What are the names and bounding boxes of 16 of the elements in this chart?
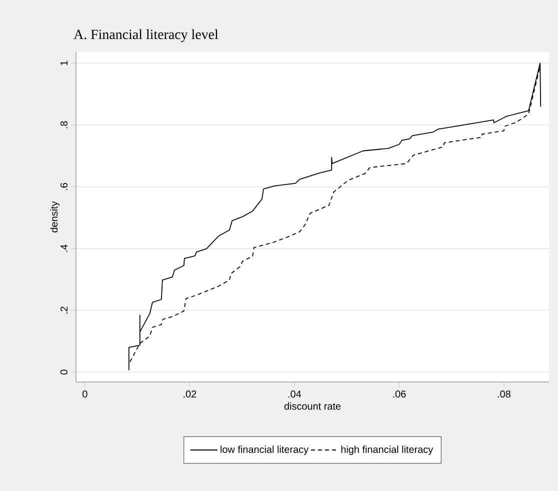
legend-label: low financial literacy	[220, 446, 309, 455]
y-tick-label: .6	[60, 182, 68, 190]
x-tick-label: .06	[393, 390, 406, 398]
y-axis-title: density	[50, 201, 60, 232]
y-tick-label: 0	[60, 370, 68, 374]
x-tick-label: .08	[498, 390, 510, 398]
x-tick-label: .04	[288, 390, 302, 398]
x-tick-label: .02	[184, 390, 196, 398]
legend-label: high financial literacy	[341, 446, 434, 455]
y-tick-label: 1	[60, 60, 68, 66]
x-axis-title: discount rate	[284, 402, 341, 410]
x-tick-label: 0	[82, 390, 88, 398]
y-tick-label: .2	[60, 306, 68, 314]
y-tick-label: .8	[60, 121, 68, 128]
y-tick-label: .4	[60, 244, 68, 252]
chart-title: A. Financial literacy level	[74, 29, 218, 42]
